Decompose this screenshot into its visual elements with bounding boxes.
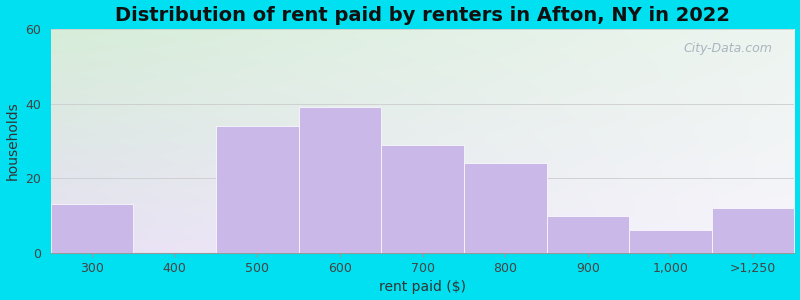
Y-axis label: households: households	[6, 101, 19, 180]
Bar	[464, 163, 546, 253]
Text: City-Data.com: City-Data.com	[683, 42, 772, 55]
Bar	[629, 230, 712, 253]
Bar	[712, 208, 794, 253]
Bar	[216, 126, 298, 253]
Bar	[382, 145, 464, 253]
Bar	[50, 204, 134, 253]
Title: Distribution of rent paid by renters in Afton, NY in 2022: Distribution of rent paid by renters in …	[115, 6, 730, 25]
Bar	[546, 215, 629, 253]
Bar	[298, 107, 382, 253]
X-axis label: rent paid ($): rent paid ($)	[379, 280, 466, 294]
